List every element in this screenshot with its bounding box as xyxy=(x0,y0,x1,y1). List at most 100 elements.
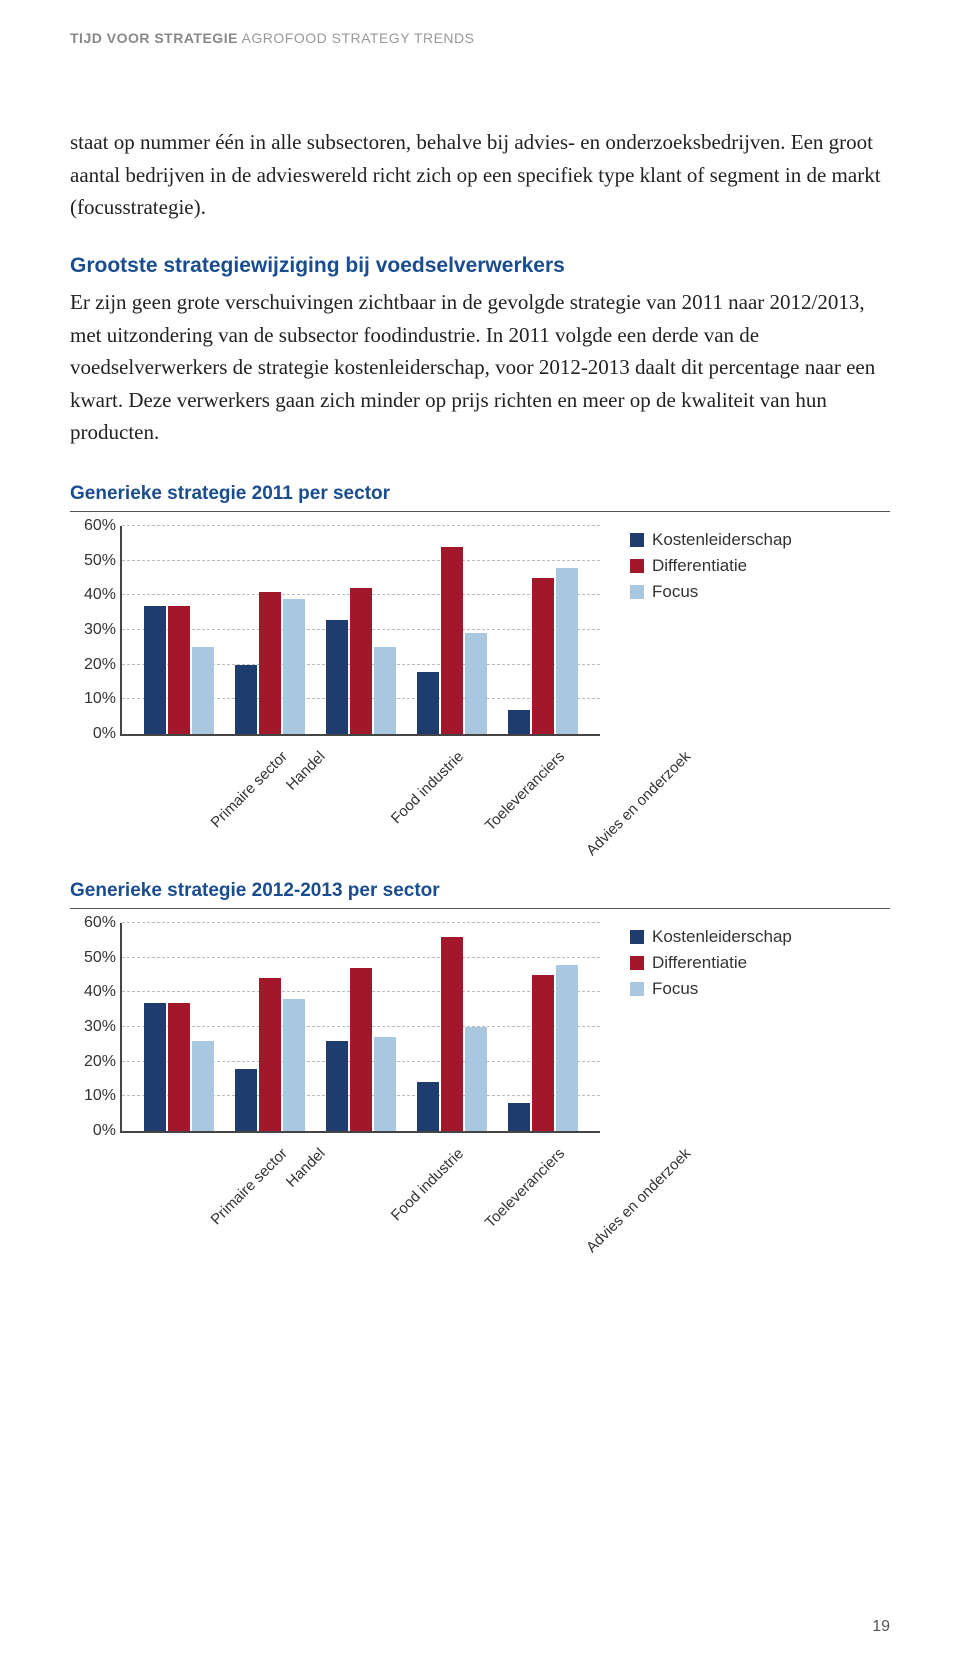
paragraph-1: staat op nummer één in alle subsectoren,… xyxy=(70,126,890,224)
chart1-legend: Kostenleiderschap Differentiatie Focus xyxy=(630,526,792,608)
bar-group xyxy=(225,526,316,734)
bars-container xyxy=(122,923,600,1131)
xlabel: Toeleveranciers xyxy=(406,736,497,846)
bar-f xyxy=(465,1027,487,1131)
bar-k xyxy=(144,606,166,734)
bar-d xyxy=(532,975,554,1131)
swatch-f xyxy=(630,585,644,599)
bar-f xyxy=(556,568,578,734)
bar-f xyxy=(465,633,487,734)
chart2-rule xyxy=(70,908,890,909)
ytick-label: 0% xyxy=(68,1122,116,1140)
paragraph-2-body: Er zijn geen grote verschuivingen zichtb… xyxy=(70,290,875,444)
legend-item-f: Focus xyxy=(630,582,792,602)
legend-label-k: Kostenleiderschap xyxy=(652,927,792,947)
xlabel-text: Advies en onderzoek xyxy=(583,748,694,859)
legend-label-k: Kostenleiderschap xyxy=(652,530,792,550)
bar-group xyxy=(406,923,497,1131)
bar-d xyxy=(350,968,372,1131)
legend-item-d: Differentiatie xyxy=(630,953,792,973)
xlabel: Food industrie xyxy=(314,736,405,846)
xlabel: Handel xyxy=(223,736,314,846)
xlabel: Food industrie xyxy=(314,1133,405,1243)
chart1-area: 0%10%20%30%40%50%60% Primaire sectorHand… xyxy=(70,526,600,846)
swatch-k xyxy=(630,930,644,944)
bar-d xyxy=(259,978,281,1131)
chart2-xlabels: Primaire sectorHandelFood industrieToele… xyxy=(120,1133,600,1243)
bar-f xyxy=(192,647,214,734)
bar-d xyxy=(441,937,463,1131)
ytick-label: 50% xyxy=(68,552,116,570)
bar-k xyxy=(508,710,530,734)
ytick-label: 10% xyxy=(68,1087,116,1105)
chart2-wrap: 0%10%20%30%40%50%60% Primaire sectorHand… xyxy=(70,923,890,1243)
bar-d xyxy=(168,606,190,734)
chart1-wrap: 0%10%20%30%40%50%60% Primaire sectorHand… xyxy=(70,526,890,846)
legend-item-f: Focus xyxy=(630,979,792,999)
bar-f xyxy=(556,965,578,1131)
ytick-label: 60% xyxy=(68,914,116,932)
ytick-label: 10% xyxy=(68,690,116,708)
swatch-d xyxy=(630,956,644,970)
header-light: AGROFOOD STRATEGY TRENDS xyxy=(238,30,475,46)
ytick-label: 40% xyxy=(68,983,116,1001)
ytick-label: 50% xyxy=(68,949,116,967)
bar-k xyxy=(144,1003,166,1131)
bar-d xyxy=(350,588,372,734)
xlabel: Primaire sector xyxy=(132,1133,223,1243)
chart2-legend: Kostenleiderschap Differentiatie Focus xyxy=(630,923,792,1005)
ytick-label: 60% xyxy=(68,517,116,535)
bar-d xyxy=(259,592,281,734)
chart2-title: Generieke strategie 2012-2013 per sector xyxy=(70,880,890,902)
bar-group xyxy=(316,526,407,734)
header-bold: TIJD VOOR STRATEGIE xyxy=(70,30,238,46)
bar-f xyxy=(374,1037,396,1131)
page-number: 19 xyxy=(872,1618,890,1636)
bars-container xyxy=(122,526,600,734)
bar-k xyxy=(417,672,439,734)
chart1-title: Generieke strategie 2011 per sector xyxy=(70,483,890,505)
bar-d xyxy=(441,547,463,734)
bar-f xyxy=(283,999,305,1131)
ytick-label: 20% xyxy=(68,656,116,674)
page-header: TIJD VOOR STRATEGIE AGROFOOD STRATEGY TR… xyxy=(70,30,890,46)
bar-k xyxy=(326,1041,348,1131)
chart2-area: 0%10%20%30%40%50%60% Primaire sectorHand… xyxy=(70,923,600,1243)
swatch-k xyxy=(630,533,644,547)
paragraph-2: Grootste strategiewijziging bij voedselv… xyxy=(70,250,890,449)
chart2-plot: 0%10%20%30%40%50%60% xyxy=(120,923,600,1133)
ytick-label: 20% xyxy=(68,1053,116,1071)
legend-item-k: Kostenleiderschap xyxy=(630,927,792,947)
bar-group xyxy=(225,923,316,1131)
xlabel: Advies en onderzoek xyxy=(497,1133,588,1243)
chart1-rule xyxy=(70,511,890,512)
bar-group xyxy=(134,526,225,734)
xlabel-text: Advies en onderzoek xyxy=(583,1145,694,1256)
ytick-label: 40% xyxy=(68,586,116,604)
bar-group xyxy=(406,526,497,734)
xlabel: Handel xyxy=(223,1133,314,1243)
bar-k xyxy=(417,1082,439,1131)
xlabel: Toeleveranciers xyxy=(406,1133,497,1243)
chart1-xlabels: Primaire sectorHandelFood industrieToele… xyxy=(120,736,600,846)
xlabel: Primaire sector xyxy=(132,736,223,846)
legend-label-d: Differentiatie xyxy=(652,953,747,973)
bar-f xyxy=(374,647,396,734)
swatch-d xyxy=(630,559,644,573)
bar-f xyxy=(192,1041,214,1131)
legend-label-f: Focus xyxy=(652,582,698,602)
bar-group xyxy=(497,526,588,734)
ytick-label: 30% xyxy=(68,1018,116,1036)
chart1-plot: 0%10%20%30%40%50%60% xyxy=(120,526,600,736)
ytick-label: 30% xyxy=(68,621,116,639)
bar-group xyxy=(134,923,225,1131)
bar-d xyxy=(532,578,554,734)
bar-k xyxy=(235,1069,257,1131)
subheading: Grootste strategiewijziging bij voedselv… xyxy=(70,250,890,283)
bar-k xyxy=(235,665,257,734)
legend-label-d: Differentiatie xyxy=(652,556,747,576)
bar-k xyxy=(508,1103,530,1131)
ytick-label: 0% xyxy=(68,725,116,743)
bar-k xyxy=(326,620,348,734)
bar-f xyxy=(283,599,305,734)
